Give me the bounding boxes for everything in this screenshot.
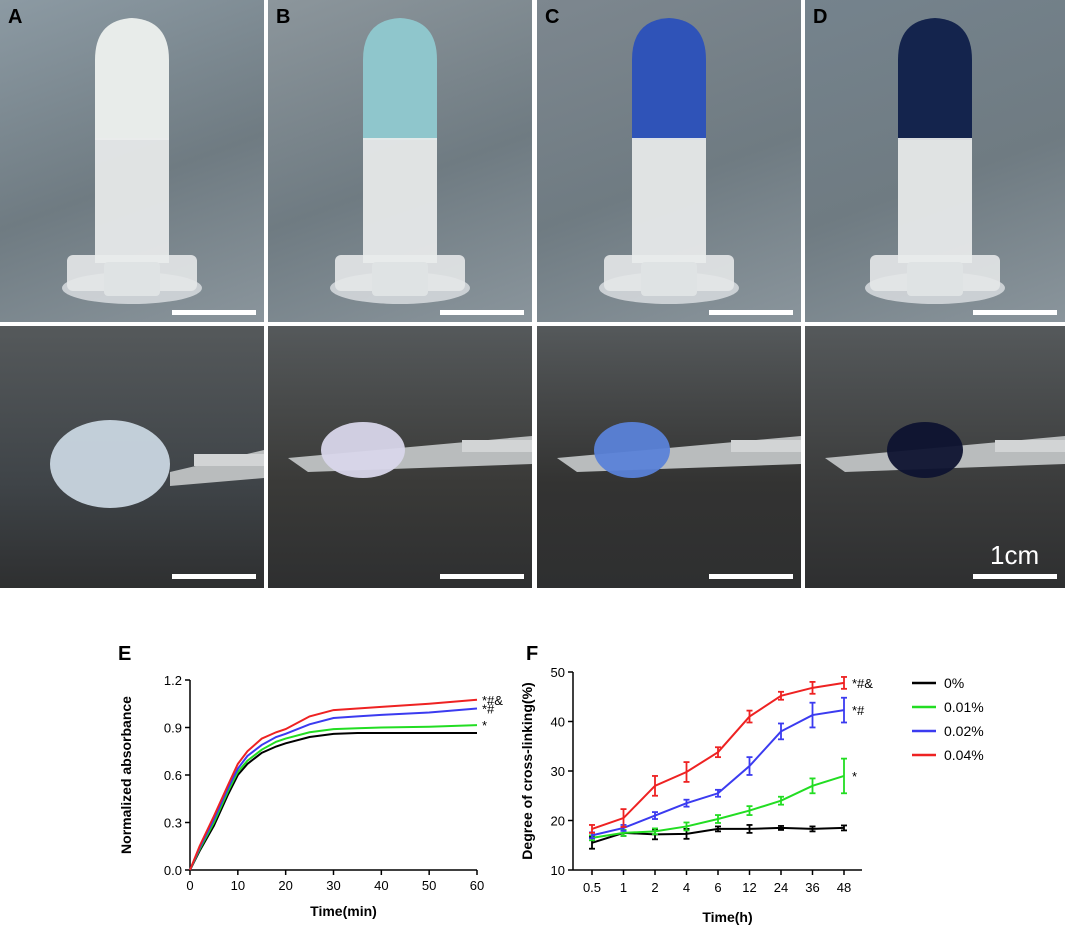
y-tick-label: 0.0 xyxy=(164,863,182,878)
x-tick-label: 60 xyxy=(470,878,484,893)
series-line-1 xyxy=(189,724,478,871)
scale-bar xyxy=(440,574,524,579)
photo-gel-b xyxy=(268,326,532,588)
significance-annotation: *# xyxy=(852,703,865,718)
y-tick-label: 0.9 xyxy=(164,721,182,736)
x-tick-label: 20 xyxy=(278,878,292,893)
x-tick-label: 1 xyxy=(620,880,627,895)
photo-gel-a xyxy=(0,326,264,588)
photo-gel-d xyxy=(805,326,1065,588)
y-axis-label: Normalized absorbance xyxy=(118,696,134,854)
x-tick-label: 50 xyxy=(422,878,436,893)
photo-gel-c xyxy=(537,326,801,588)
y-tick-label: 20 xyxy=(551,814,565,829)
scale-bar xyxy=(709,310,793,315)
significance-annotation: *#& xyxy=(482,693,503,708)
x-tick-label: 40 xyxy=(374,878,388,893)
legend-label: 0% xyxy=(944,675,964,691)
y-tick-label: 50 xyxy=(551,665,565,680)
x-axis-label: Time(min) xyxy=(310,903,377,919)
x-tick-label: 6 xyxy=(714,880,721,895)
y-tick-label: 1.2 xyxy=(164,673,182,688)
y-tick-label: 0.3 xyxy=(164,816,182,831)
series-line-3 xyxy=(189,698,478,871)
significance-annotation: *#& xyxy=(852,676,873,691)
x-tick-label: 2 xyxy=(651,880,658,895)
x-tick-label: 4 xyxy=(683,880,690,895)
scale-bar xyxy=(973,310,1057,315)
legend-label: 0.04% xyxy=(944,747,984,763)
scale-label: 1cm xyxy=(990,540,1040,570)
panel-label-d: D xyxy=(813,6,828,28)
y-tick-label: 40 xyxy=(551,715,565,730)
x-tick-label: 10 xyxy=(231,878,245,893)
chart-e-absorbance: E 0.0 0.3 0.6 0.9 1.2 0 10 20 30 40 50 60 Time(min) No… xyxy=(118,643,503,919)
y-tick-label: 30 xyxy=(551,764,565,779)
y-axis-label: Degree of cross-linking(%) xyxy=(519,682,535,859)
significance-annotation: * xyxy=(852,769,857,784)
legend-label: 0.02% xyxy=(944,723,984,739)
x-axis-label: Time(h) xyxy=(702,909,752,925)
x-tick-label: 48 xyxy=(837,880,851,895)
photo-tube-a xyxy=(0,0,264,322)
y-tick-label: 10 xyxy=(551,863,565,878)
panel-label-a: A xyxy=(8,6,23,28)
x-tick-label: 36 xyxy=(805,880,819,895)
legend-label: 0.01% xyxy=(944,699,984,715)
significance-annotation: * xyxy=(482,718,487,733)
photo-tube-b xyxy=(268,0,532,322)
significance-annotation: *# xyxy=(482,702,495,717)
series-line-2 xyxy=(189,707,478,871)
scale-bar xyxy=(172,574,256,579)
x-tick-label: 0 xyxy=(186,878,193,893)
scale-bar xyxy=(973,574,1057,579)
photo-tube-c xyxy=(537,0,801,322)
y-tick-label: 0.6 xyxy=(164,768,182,783)
x-tick-label: 24 xyxy=(774,880,788,895)
photo-tube-d xyxy=(805,0,1065,322)
x-tick-label: 30 xyxy=(326,878,340,893)
panel-label-e: E xyxy=(118,643,131,665)
panel-label-f: F xyxy=(526,643,538,665)
panel-label-b: B xyxy=(276,6,291,28)
scale-bar xyxy=(440,310,524,315)
x-tick-label: 12 xyxy=(742,880,756,895)
series-line-0 xyxy=(189,732,477,871)
x-tick-label: 0.5 xyxy=(583,880,601,895)
scale-bar xyxy=(709,574,793,579)
scale-bar xyxy=(172,310,256,315)
panel-label-c: C xyxy=(545,6,560,28)
